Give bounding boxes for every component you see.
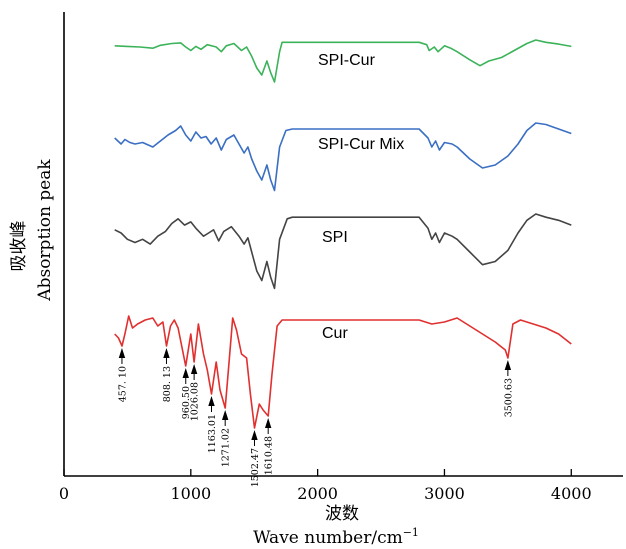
peak-label: 960.50 xyxy=(181,386,192,419)
peak-label: 1026.08 xyxy=(190,382,201,421)
peak-arrow-head xyxy=(251,430,258,440)
peak-arrow-head xyxy=(504,360,512,370)
peak-arrow-head xyxy=(190,364,198,374)
x-tick-label: 1000 xyxy=(170,484,211,503)
series-label: SPI xyxy=(322,229,348,246)
series-line-cur xyxy=(114,315,572,429)
x-axis-title-en: Wave number/cm−1 xyxy=(253,526,419,548)
peak-label: 808. 13 xyxy=(162,366,173,402)
x-tick-label: 0 xyxy=(59,484,69,503)
x-axis-ticks: 0 1000 2000 3000 4000 xyxy=(59,469,592,503)
y-axis-title-cn: 吸收峰 xyxy=(9,221,29,272)
x-tick-label: 2000 xyxy=(297,484,338,503)
peak-arrow-head xyxy=(264,418,272,428)
peak-arrow-head xyxy=(118,348,126,358)
y-axis-title-cn-group: 吸收峰 xyxy=(9,221,29,272)
peak-arrow-head xyxy=(208,396,215,406)
y-axis-title-en: Absorption peak xyxy=(35,159,55,302)
peak-label: 1502.47 xyxy=(250,448,261,487)
series-label: SPI-Cur Mix xyxy=(318,136,404,153)
series-label: Cur xyxy=(322,325,348,342)
series-label: SPI-Cur xyxy=(318,52,376,69)
series-labels-group: SPI-Cur SPI-Cur Mix SPI Cur xyxy=(318,52,404,342)
peak-arrow-head xyxy=(182,368,189,378)
x-tick-label: 3000 xyxy=(424,484,465,503)
x-axis-title-cn: 波数 xyxy=(325,504,359,524)
x-tick-label: 4000 xyxy=(551,484,592,503)
peak-label: 3500.63 xyxy=(503,378,514,417)
peak-label: 457. 10 xyxy=(117,366,128,402)
peak-label: 1163.01 xyxy=(207,414,218,453)
series-group xyxy=(114,39,572,429)
x-axis-title-en-text: Wave number/cm xyxy=(253,528,403,548)
series-line-spi-cur xyxy=(114,39,572,83)
peak-label: 1610.48 xyxy=(264,436,275,475)
series-line-spi-cur-mix xyxy=(114,122,572,192)
peak-arrow-head xyxy=(163,348,170,358)
series-line-spi xyxy=(114,213,572,290)
peak-arrow-head xyxy=(221,410,229,420)
x-axis-title-sup: −1 xyxy=(403,526,419,539)
y-axis-title-en-group: Absorption peak xyxy=(35,159,55,302)
peak-label: 1271.02 xyxy=(221,428,232,467)
